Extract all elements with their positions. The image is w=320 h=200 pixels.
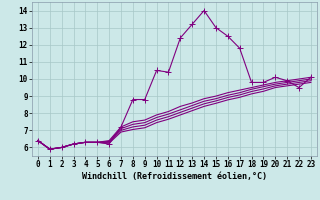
X-axis label: Windchill (Refroidissement éolien,°C): Windchill (Refroidissement éolien,°C) xyxy=(82,172,267,181)
